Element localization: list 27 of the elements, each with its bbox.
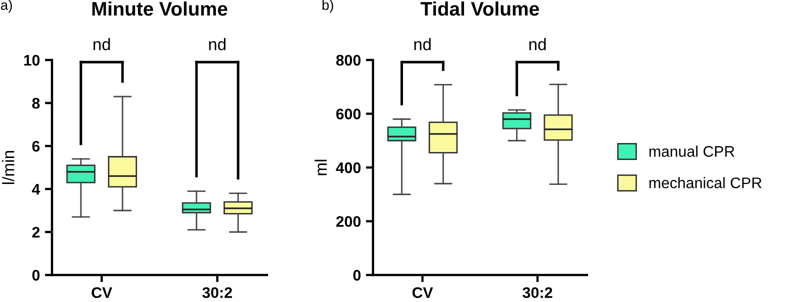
y-tick-label: 8 [32, 98, 40, 109]
y-tick-label: 0 [353, 270, 361, 281]
legend-label: manual CPR [649, 146, 734, 157]
y-tick-label: 800 [336, 54, 361, 66]
chart-title: Tidal Volume [420, 1, 539, 16]
x-tick-label: 30:2 [202, 287, 232, 298]
y-axis-title: ml [314, 160, 327, 176]
legend-label: mechanical CPR [649, 177, 762, 188]
y-tick-label: 600 [336, 108, 361, 120]
text: b) [322, 0, 334, 13]
x-tick-label: 30:2 [522, 287, 552, 298]
text: nd [414, 38, 431, 50]
y-tick-label: 400 [336, 162, 361, 174]
y-axis-title: l/min [2, 150, 14, 184]
y-tick-label: 200 [336, 216, 361, 227]
y-tick-label: 2 [32, 226, 40, 238]
text: nd [94, 38, 110, 50]
y-tick-label: 6 [32, 140, 40, 152]
chart-title: Minute Volume [92, 1, 228, 16]
text: nd [209, 38, 226, 50]
y-tick-label: 0 [32, 270, 40, 281]
y-tick-label: 4 [32, 184, 40, 195]
text: a) [0, 0, 12, 13]
y-tick-label: 10 [24, 54, 40, 66]
x-tick-label: CV [412, 287, 433, 298]
x-tick-label: CV [92, 287, 112, 298]
text: nd [529, 38, 546, 50]
